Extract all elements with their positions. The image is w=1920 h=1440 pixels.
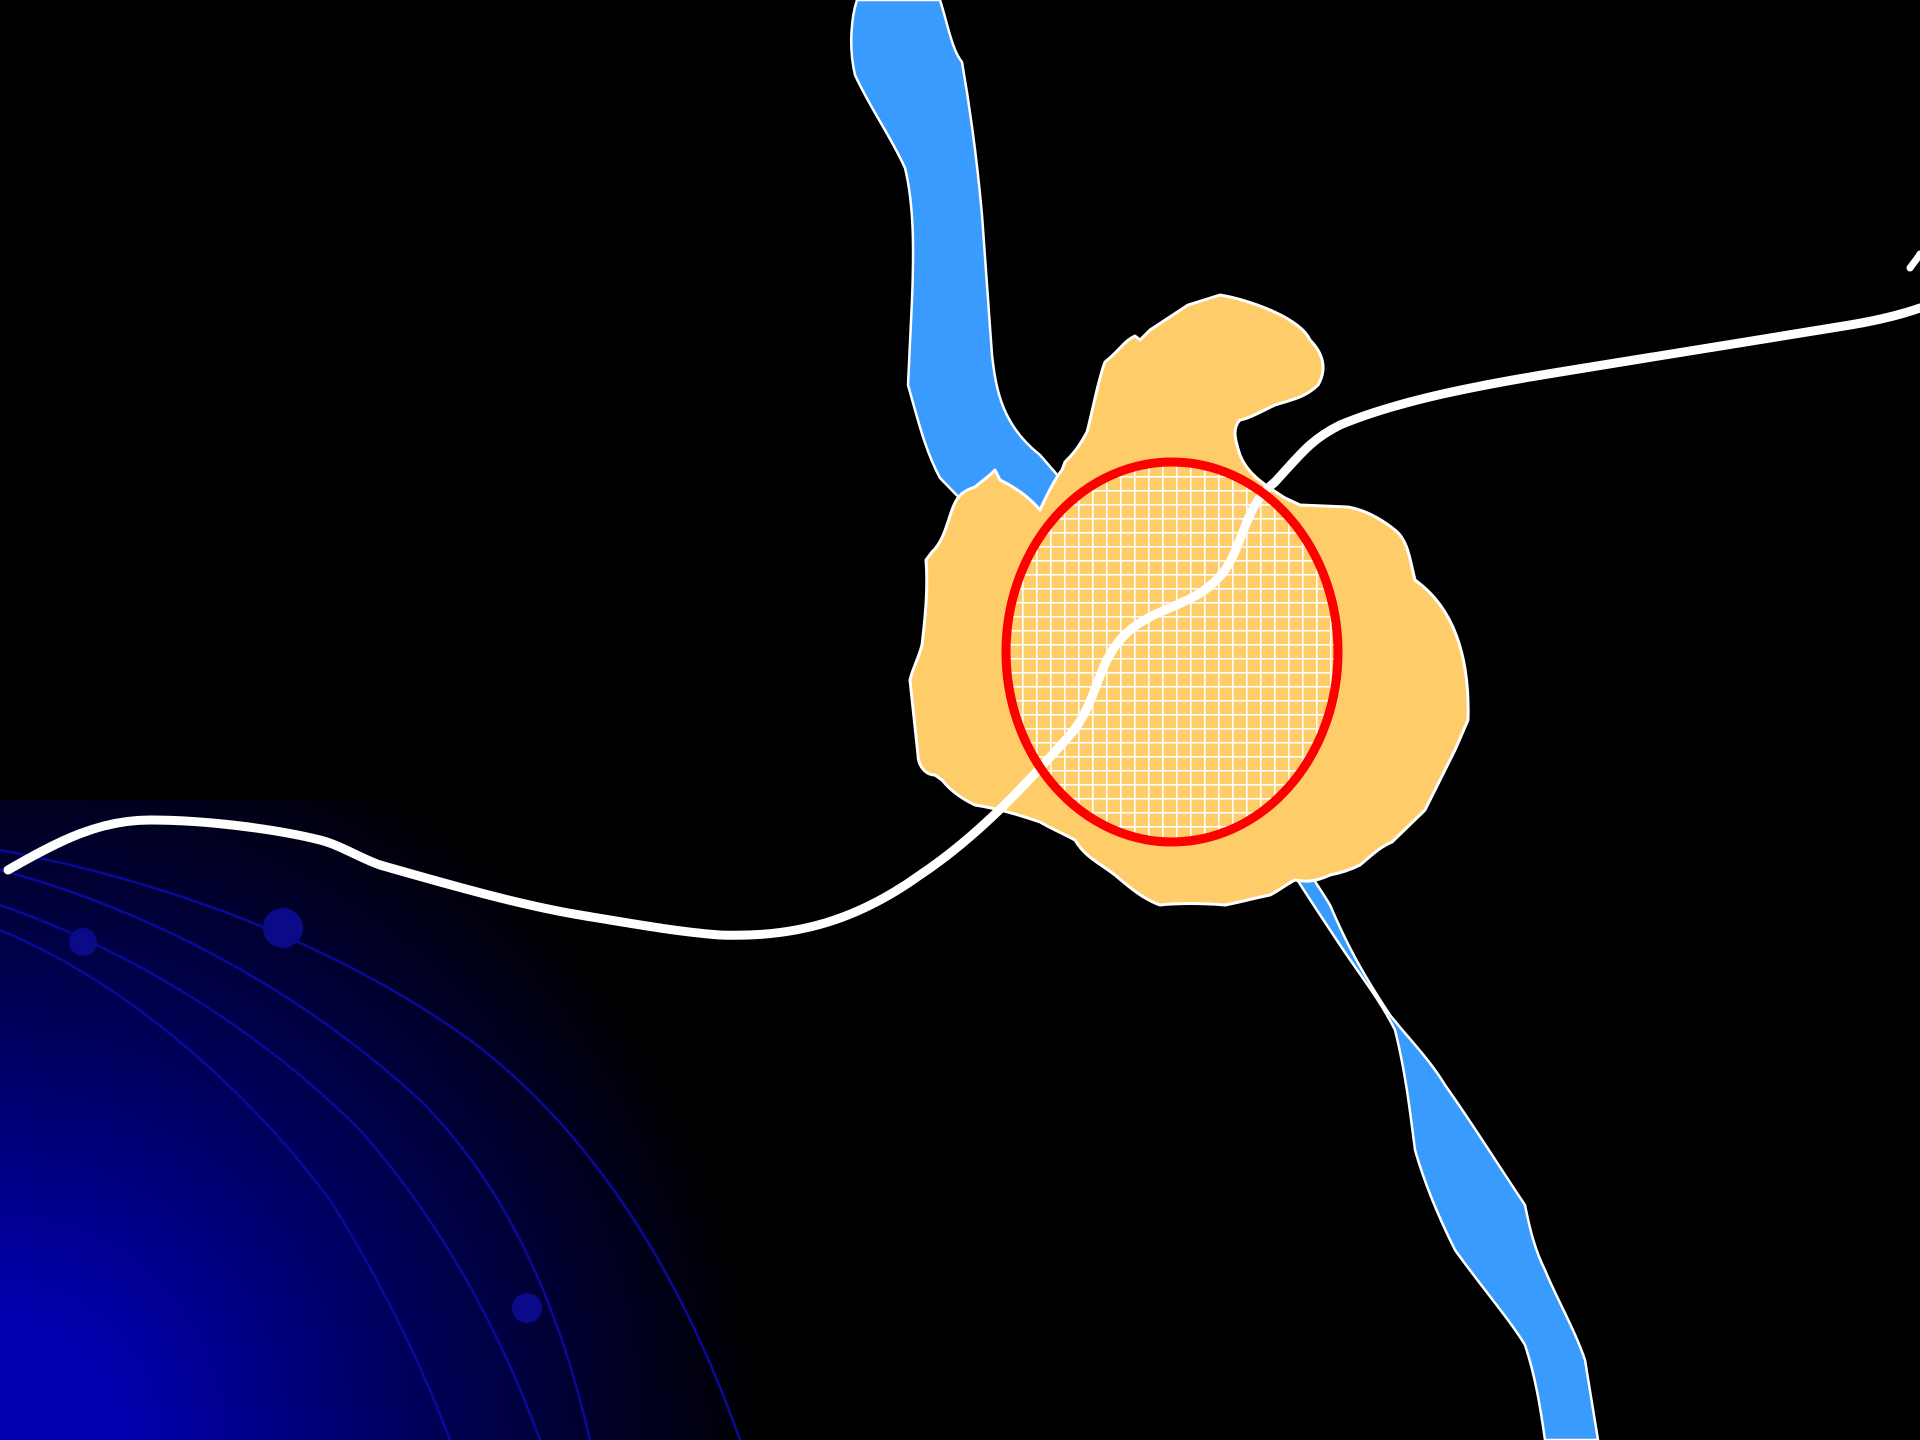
orbit-lines [0, 848, 742, 1440]
corner-glow [0, 800, 760, 1440]
orbit-nodes [69, 908, 542, 1323]
city-center-boundary [1001, 457, 1343, 847]
orbit-node [69, 928, 97, 956]
orbit-node [263, 908, 303, 948]
orbit-line [0, 848, 742, 1440]
road [3, 303, 1920, 940]
orbit-node [512, 1293, 542, 1323]
orbit-line [0, 868, 592, 1440]
city-center-hatch [1006, 462, 1338, 842]
road-stub-right [1906, 250, 1920, 272]
orbit-line [0, 903, 542, 1440]
orbit-line [0, 928, 452, 1440]
